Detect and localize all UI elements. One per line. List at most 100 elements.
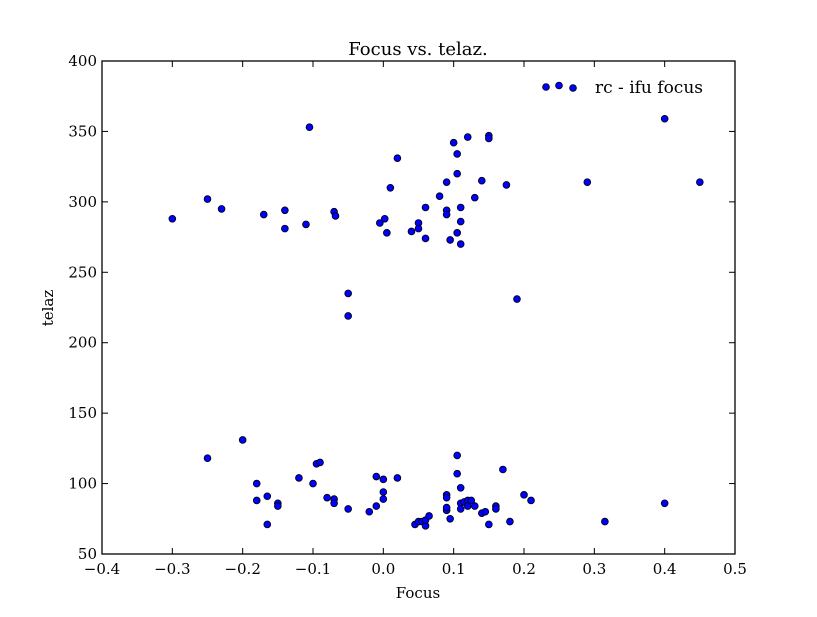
data-point [696,178,704,186]
data-point [393,474,402,482]
data-point [407,227,416,236]
x-tick-label: 0.2 [512,560,536,578]
data-point [372,502,381,510]
data-point [453,229,461,237]
data-points [168,114,704,530]
legend-label: rc - ifu focus [595,78,703,98]
plot-frame [101,60,736,555]
data-point [316,458,324,467]
data-point [217,205,226,213]
data-point [477,176,486,185]
data-point [442,178,451,186]
data-point [393,154,402,162]
data-point [502,181,511,189]
x-tick-label: 0.5 [723,560,747,578]
data-point [295,474,303,482]
data-point [281,224,289,233]
data-point [259,210,268,219]
y-tick-label: 400 [68,52,97,70]
axis-ticks: −0.4 −0.3 −0.2 −0.1 0.0 0.1 0.2 0.3 0.4 0.5 50 100 1… [68,52,747,578]
data-point [379,475,388,484]
y-tick-label: 300 [68,193,97,211]
legend-marker [555,81,563,90]
y-tick-label: 100 [68,475,97,493]
data-point [386,183,395,192]
data-point [344,312,352,320]
data-point [379,495,388,503]
x-tick-label: 0.1 [442,560,466,578]
legend-marker [569,84,577,92]
data-point [456,217,465,226]
x-tick-label: −0.1 [295,560,331,578]
data-point [485,134,493,143]
legend-marker [542,83,550,91]
data-point [442,210,451,219]
plot-area [102,61,735,554]
data-point [470,193,479,202]
x-tick-label: 0.4 [653,560,677,578]
data-point [660,114,669,123]
y-tick-label: 350 [68,122,97,140]
data-point [506,517,514,526]
data-point [323,493,331,502]
data-point [168,214,177,223]
data-point [442,493,451,502]
data-point [383,229,391,237]
y-tick-label: 250 [68,263,97,281]
data-point [470,502,479,510]
data-point [456,203,465,212]
data-point [331,212,340,220]
y-tick-label: 150 [68,404,97,422]
data-point [513,295,521,303]
data-point [203,454,212,463]
data-point [446,514,454,523]
data-point [463,133,472,141]
chart-title: Focus vs. telaz. [348,39,487,60]
data-point [252,479,261,488]
data-point [492,505,500,513]
data-point [305,123,314,131]
data-point [499,465,507,474]
data-point [520,491,528,499]
y-tick-label: 200 [68,334,97,352]
data-point [601,517,609,526]
legend: rc - ifu focus [542,78,703,98]
x-tick-label: −0.4 [84,560,120,578]
data-point [281,206,289,215]
data-point [365,507,374,516]
y-axis-label: telaz [39,290,57,327]
data-point [252,496,261,505]
x-tick-label: 0.3 [582,560,606,578]
data-point [379,488,388,496]
data-point [456,240,465,248]
data-point [453,469,461,478]
x-tick-label: 0.0 [371,560,395,578]
data-point [302,220,310,229]
data-point [435,192,444,201]
data-point [421,234,430,243]
data-point [238,436,247,444]
data-point [344,505,352,513]
data-point [421,203,430,212]
data-point [203,195,212,203]
data-point [414,224,423,233]
data-point [380,214,389,223]
data-point [442,503,451,512]
data-point [449,138,458,147]
data-point [660,499,669,508]
data-point [330,499,338,508]
data-point [425,512,433,520]
x-tick-label: −0.2 [224,560,260,578]
data-point [453,451,461,460]
data-point [309,479,317,488]
data-point [263,492,272,501]
x-tick-label: −0.3 [154,560,190,578]
data-point [453,150,461,158]
y-tick-label: 50 [78,545,97,563]
data-point [527,496,535,505]
data-point [485,520,493,529]
data-point [263,520,272,529]
x-axis-label: Focus [396,584,440,602]
data-point [456,505,465,513]
data-point [344,289,352,298]
